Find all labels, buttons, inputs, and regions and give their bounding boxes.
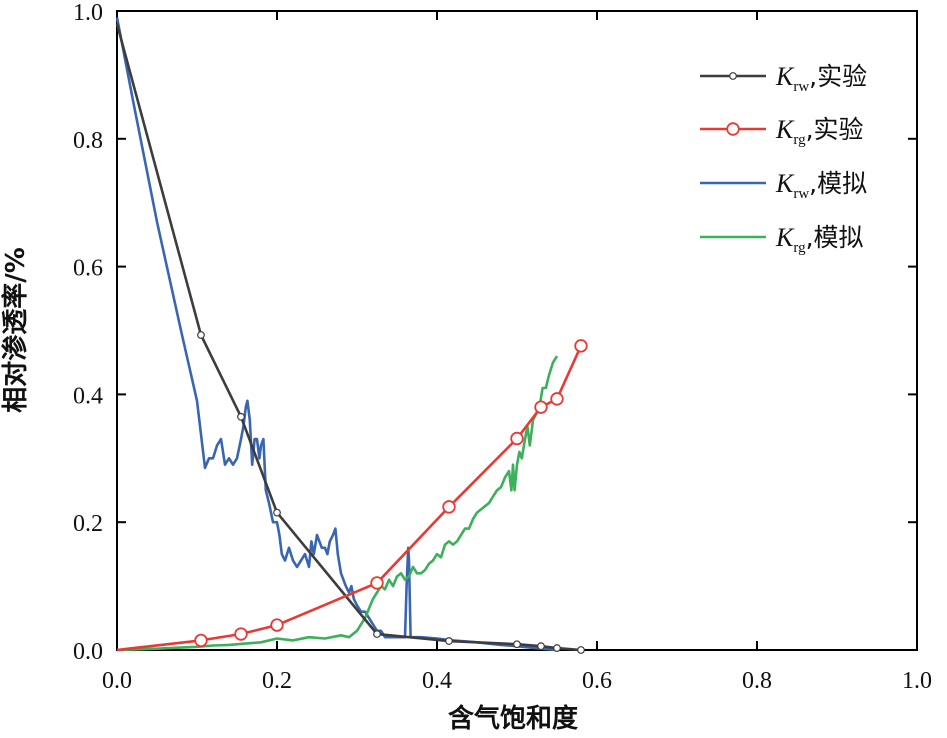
data-point-0 [577, 646, 585, 654]
y-tick-label: 0.0 [73, 639, 103, 665]
data-point-0 [537, 642, 545, 651]
series-markers [194, 331, 588, 654]
axes: 0.0 0.2 0.4 0.6 0.8 1.0 0.0 0.2 0.4 0.6 0.8 1.0 [73, 0, 932, 694]
data-point-1 [234, 627, 248, 641]
legend-subscript: rw [793, 79, 809, 95]
data-point-0 [513, 640, 521, 649]
data-point-0 [237, 412, 245, 421]
legend-entry: Krg,实验 [775, 115, 864, 148]
plot-frame [116, 10, 918, 651]
series-line-3 [116, 355, 559, 652]
x-axis-label: 含气饱和度 [448, 703, 578, 734]
data-point-0 [373, 630, 381, 638]
data-point-1 [442, 500, 456, 514]
y-axis-label: 相对渗透率/% [0, 247, 31, 413]
legend-entry: Krw,实验 [775, 62, 867, 95]
legend-label: ,模拟 [809, 169, 867, 198]
legend-symbol: K [775, 169, 795, 198]
legend-symbol: K [775, 223, 795, 252]
data-point-1 [194, 633, 208, 648]
y-tick-label: 1.0 [73, 0, 103, 26]
x-tick-label: 0.8 [742, 668, 772, 694]
data-point-0 [553, 644, 561, 652]
y-tick-label: 0.2 [73, 511, 103, 537]
y-tick-label: 0.6 [73, 256, 103, 282]
series-line-1 [116, 345, 583, 652]
legend-symbol: K [775, 115, 795, 144]
legend-swatch-marker [729, 72, 737, 80]
legend-subscript: rg [793, 240, 806, 256]
x-tick-label: 0.0 [102, 668, 132, 694]
x-tick-label: 0.2 [262, 668, 292, 694]
legend-subscript: rg [793, 132, 806, 148]
data-point-1 [550, 392, 564, 406]
data-point-1 [510, 431, 524, 446]
data-point-1 [270, 618, 284, 632]
y-tick-label: 0.8 [73, 128, 103, 154]
data-point-1 [574, 339, 588, 353]
legend-label: ,模拟 [806, 223, 864, 252]
series-line-0 [115, 23, 582, 652]
legend-swatch-marker [726, 122, 740, 136]
legend-entry: Krg,模拟 [775, 223, 864, 256]
series-line-2 [115, 17, 558, 652]
x-tick-label: 1.0 [902, 668, 932, 694]
data-point-1 [370, 576, 384, 590]
legend-label: ,实验 [806, 115, 864, 144]
series-lines [115, 17, 583, 652]
data-point-0 [445, 637, 453, 645]
data-point-0 [273, 508, 281, 517]
legend-entry: Krw,模拟 [775, 169, 867, 202]
legend-label: ,实验 [809, 62, 867, 91]
x-tick-label: 0.6 [582, 668, 612, 694]
y-tick-label: 0.4 [73, 383, 103, 409]
x-tick-label: 0.4 [422, 668, 452, 694]
data-point-1 [534, 400, 548, 414]
legend-symbol: K [775, 62, 795, 91]
data-point-0 [197, 331, 205, 339]
legend-subscript: rw [793, 186, 809, 202]
